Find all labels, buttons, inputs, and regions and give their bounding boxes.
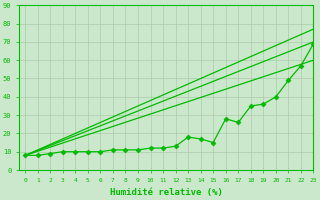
- X-axis label: Humidité relative (%): Humidité relative (%): [110, 188, 223, 197]
